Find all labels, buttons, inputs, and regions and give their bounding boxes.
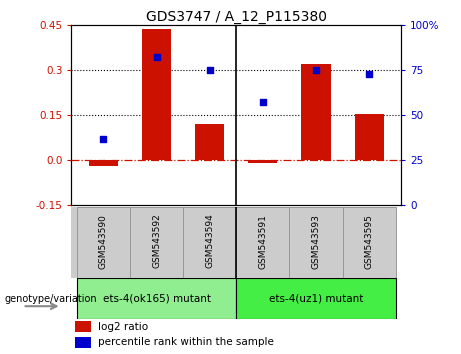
Bar [236,207,290,278]
Bar [195,124,225,160]
Bar [130,207,183,278]
Bar [77,278,236,319]
Title: GDS3747 / A_12_P115380: GDS3747 / A_12_P115380 [146,10,327,24]
Point [153,55,160,60]
Bar [301,64,331,160]
Text: GSM543594: GSM543594 [205,214,214,268]
Text: GSM543593: GSM543593 [312,213,320,269]
Bar [75,337,90,348]
Text: GSM543592: GSM543592 [152,214,161,268]
Point [206,67,213,73]
Text: GSM543591: GSM543591 [258,213,267,269]
Text: ets-4(uz1) mutant: ets-4(uz1) mutant [269,293,363,303]
Point [312,67,319,73]
Bar [248,160,278,163]
Point [259,99,266,105]
Text: GSM543595: GSM543595 [365,213,374,269]
Text: log2 ratio: log2 ratio [98,321,148,332]
Point [366,71,373,76]
Bar [77,207,130,278]
Bar [343,207,396,278]
Text: percentile rank within the sample: percentile rank within the sample [98,337,274,348]
Bar [355,114,384,160]
Text: ets-4(ok165) mutant: ets-4(ok165) mutant [102,293,211,303]
Point [100,136,107,141]
Bar [142,29,171,160]
Bar [236,278,396,319]
Bar [290,207,343,278]
Text: GSM543590: GSM543590 [99,213,108,269]
Bar [183,207,236,278]
Bar [75,321,90,332]
Text: genotype/variation: genotype/variation [5,294,97,304]
Bar [89,160,118,166]
